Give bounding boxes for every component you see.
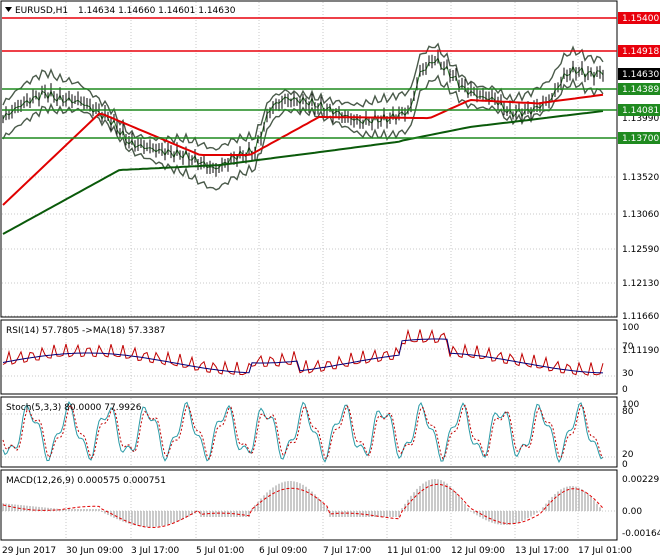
ma-red-line xyxy=(2,93,604,206)
main-pane[interactable] xyxy=(0,0,618,318)
rsi-axis-label: 30 xyxy=(622,369,634,379)
level-label: 1.14081 xyxy=(618,104,660,116)
price-tick: 1.12590 xyxy=(622,245,659,255)
stoch-axis-label: 80 xyxy=(622,407,634,417)
macd-axis-label: 0.00229 xyxy=(622,475,659,485)
lower-band xyxy=(2,74,604,191)
level-label: 1.14918 xyxy=(618,45,660,57)
rsi-axis-label: 0 xyxy=(622,385,628,395)
price-tick: 1.13060 xyxy=(622,210,659,220)
svg-text:1.15400: 1.15400 xyxy=(622,14,659,24)
rsi-ma-line xyxy=(2,338,604,374)
price-tick-hidden: 1.13990 xyxy=(622,114,659,124)
triangle-down-icon xyxy=(5,7,12,12)
stoch-axis-label: 20 xyxy=(622,450,634,460)
time-tick: 7 Jul 17:00 xyxy=(323,546,372,556)
level-label: 1.15400 xyxy=(618,12,660,24)
time-tick: 13 Jul 17:00 xyxy=(515,546,569,556)
svg-text:1.14918: 1.14918 xyxy=(622,47,659,57)
stoch-main-line xyxy=(2,401,604,463)
grid-lines xyxy=(2,2,616,539)
stoch-plot xyxy=(2,401,616,463)
stoch-axis-label: 100 xyxy=(622,400,639,410)
macd-axis-label: 0.00 xyxy=(622,507,642,517)
stoch-pane[interactable] xyxy=(0,396,618,468)
level-label: 1.14389 xyxy=(618,83,660,95)
rsi-axis-label: 100 xyxy=(622,323,639,333)
svg-text:1.14630: 1.14630 xyxy=(622,70,659,80)
svg-text:1.13700: 1.13700 xyxy=(622,134,659,144)
svg-text:1.14389: 1.14389 xyxy=(622,85,659,95)
time-axis[interactable]: 29 Jun 2017 30 Jun 09:00 3 Jul 17:00 5 J… xyxy=(2,546,632,556)
price-tick: 1.12130 xyxy=(622,279,659,289)
macd-plot xyxy=(2,479,616,529)
time-tick: 6 Jul 09:00 xyxy=(259,546,308,556)
time-tick: 30 Jun 09:00 xyxy=(66,546,123,556)
rsi-pane[interactable] xyxy=(0,319,618,395)
price-tick: 1.11660 xyxy=(622,312,659,322)
time-tick: 11 Jul 01:00 xyxy=(387,546,441,556)
level-label: 1.13700 xyxy=(618,132,660,144)
upper-band xyxy=(2,42,604,151)
time-tick: 17 Jul 01:00 xyxy=(578,546,632,556)
price-tick: 1.13520 xyxy=(622,173,659,183)
stoch-title: Stoch(5,3,3) 80.0000 77.9926 xyxy=(6,403,142,413)
macd-signal-line xyxy=(2,483,604,529)
time-tick: 12 Jul 09:00 xyxy=(451,546,505,556)
svg-text:1.14081: 1.14081 xyxy=(622,106,659,116)
macd-axis-label: -0.00164 xyxy=(622,529,660,539)
rsi-title: RSI(14) 57.7805 ->MA(18) 57.3387 xyxy=(6,326,165,336)
horizontal-levels xyxy=(2,17,617,139)
time-tick: 29 Jun 2017 xyxy=(2,546,56,556)
rsi-plot xyxy=(2,328,616,377)
ohlc-values: 1.14634 1.14660 1.14601 1.14630 xyxy=(78,6,236,16)
ma-green-line xyxy=(2,110,604,235)
price-tick: 1.11190 xyxy=(622,346,659,356)
macd-title: MACD(12,26,9) 0.000575 0.000751 xyxy=(6,476,166,486)
current-price-label: 1.14630 xyxy=(618,68,660,80)
rsi-axis-label: 70 xyxy=(622,342,634,352)
time-tick: 3 Jul 17:00 xyxy=(131,546,180,556)
chart-header: EURUSD,H1 1.14634 1.14660 1.14601 1.1463… xyxy=(5,6,236,16)
stoch-axis-label: 0 xyxy=(622,460,628,470)
price-axis[interactable]: 1.13520 1.13060 1.12590 1.12130 1.11660 … xyxy=(622,114,659,356)
symbol-label: EURUSD,H1 xyxy=(15,6,68,16)
time-tick: 5 Jul 01:00 xyxy=(196,546,245,556)
